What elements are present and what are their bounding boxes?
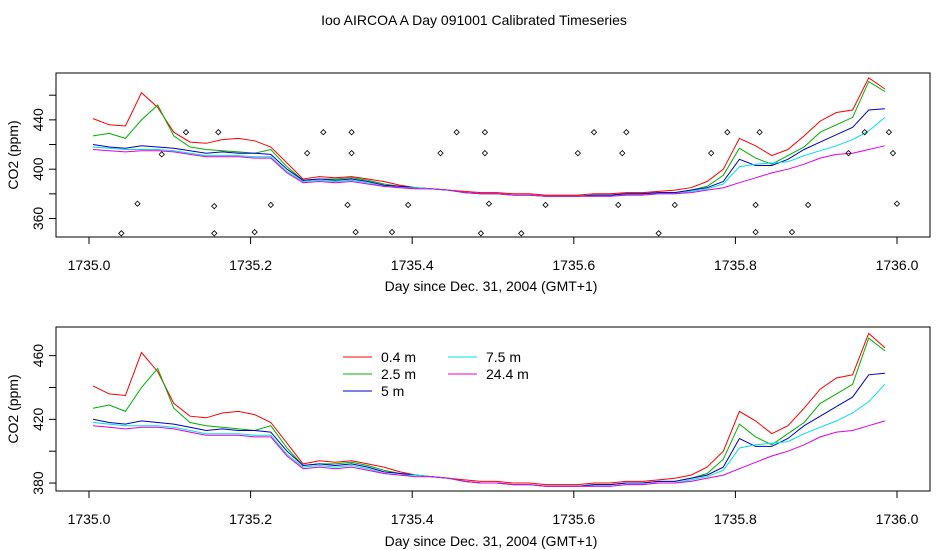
bottom-x-tick-label: 1735.4	[391, 511, 434, 527]
top-x-tick-label: 1735.8	[714, 257, 757, 273]
top-series-line-24-4-m	[92, 145, 886, 197]
legend-label: 5 m	[381, 383, 404, 399]
top-diamond-marker	[752, 201, 759, 209]
legend-label: 0.4 m	[381, 349, 416, 365]
top-diamond-marker	[477, 230, 485, 237]
top-series-line-2-5-m	[92, 80, 886, 197]
top-diamond-marker	[845, 149, 852, 157]
top-diamond-marker	[655, 230, 662, 237]
legend-label: 2.5 m	[381, 366, 416, 382]
top-diamond-marker	[788, 228, 796, 236]
bottom-y-tick-label: 460	[30, 344, 46, 368]
top-diamond-marker	[590, 129, 598, 136]
top-y-axis-label: CO2 (ppm)	[5, 120, 21, 189]
top-diamond-marker	[574, 149, 582, 157]
top-diamond-marker	[453, 129, 460, 136]
bottom-series-line-0-4-m	[92, 332, 886, 486]
top-diamond-marker	[481, 129, 489, 136]
bottom-y-axis-label: CO2 (ppm)	[5, 374, 21, 443]
bottom-y-tick-label: 420	[30, 407, 46, 431]
top-y-tick-label: 440	[30, 108, 46, 132]
top-x-tick-label: 1735.4	[391, 257, 434, 273]
top-diamond-marker	[211, 203, 218, 210]
bottom-x-tick-label: 1735.2	[229, 511, 272, 527]
top-axes: 1735.0 1735.2 1735.4 1735.6 1735.8 1736.0 360 4…	[30, 94, 919, 273]
bottom-data-marks	[92, 332, 886, 487]
bottom-axes: 1735.0 1735.2 1735.4 1735.6 1735.8 1736.0 380 4…	[30, 344, 919, 527]
legend-label: 24.4 m	[486, 366, 529, 382]
top-diamond-marker	[756, 129, 763, 136]
top-diamond-marker	[182, 129, 190, 136]
top-diamond-marker	[485, 200, 493, 207]
top-diamond-marker	[518, 230, 525, 237]
top-diamond-marker	[623, 129, 630, 136]
top-diamond-marker	[344, 201, 351, 209]
chart-title: Ioo AIRCOA A Day 091001 Calibrated Times…	[321, 12, 627, 28]
top-diamond-marker	[437, 149, 444, 157]
top-diamond-marker	[615, 201, 622, 209]
top-diamond-marker	[404, 201, 412, 209]
bottom-plot-frame	[55, 326, 931, 492]
top-diamond-marker	[724, 129, 731, 136]
top-diamond-marker	[861, 129, 868, 136]
top-x-tick-label: 1735.6	[552, 257, 595, 273]
top-diamond-marker	[134, 200, 141, 207]
top-x-tick-label: 1735.0	[68, 257, 111, 273]
top-diamond-marker	[889, 149, 897, 157]
top-diamond-marker	[752, 228, 759, 236]
top-diamond-marker	[542, 201, 549, 209]
top-diamond-marker	[707, 149, 715, 157]
top-diamond-marker	[481, 149, 489, 157]
top-diamond-marker	[215, 129, 222, 136]
top-plot-frame	[55, 72, 931, 238]
top-diamond-marker	[352, 228, 359, 236]
bottom-x-tick-label: 1735.0	[68, 511, 111, 527]
top-x-axis-label: Day since Dec. 31, 2004 (GMT+1)	[385, 278, 598, 294]
top-y-tick-label: 360	[30, 207, 46, 231]
bottom-x-axis-label: Day since Dec. 31, 2004 (GMT+1)	[385, 533, 598, 549]
top-diamond-marker	[303, 149, 311, 157]
bottom-series-line-24-4-m	[92, 420, 886, 487]
top-diamond-marker	[893, 200, 901, 207]
top-panel: 1735.0 1735.2 1735.4 1735.6 1735.8 1736.0 360 4…	[5, 72, 931, 294]
bottom-y-tick-label: 380	[30, 471, 46, 495]
top-diamond-marker	[251, 228, 258, 236]
bottom-x-tick-label: 1736.0	[876, 511, 919, 527]
top-diamond-marker	[158, 151, 165, 158]
top-x-tick-label: 1736.0	[876, 257, 919, 273]
bottom-x-tick-label: 1735.8	[714, 511, 757, 527]
top-diamond-marker	[348, 149, 355, 157]
bottom-x-tick-label: 1735.6	[552, 511, 595, 527]
top-diamond-marker	[267, 201, 274, 209]
top-diamond-marker	[388, 228, 396, 236]
top-x-tick-label: 1735.2	[229, 257, 272, 273]
top-data-marks	[92, 77, 901, 237]
top-diamond-marker	[804, 201, 812, 209]
bottom-panel: 1735.0 1735.2 1735.4 1735.6 1735.8 1736.0 380 4…	[5, 326, 931, 549]
top-diamond-marker	[118, 230, 125, 237]
top-diamond-marker	[320, 129, 327, 136]
top-diamond-marker	[348, 129, 355, 136]
top-diamond-marker	[671, 201, 678, 209]
top-series-line-0-4-m	[92, 77, 886, 196]
top-diamond-marker	[885, 129, 893, 136]
top-diamond-marker	[619, 149, 626, 157]
legend-label: 7.5 m	[486, 349, 521, 365]
top-y-tick-label: 400	[30, 157, 46, 181]
top-diamond-marker	[211, 230, 218, 237]
legend: 0.4 m2.5 m5 m 7.5 m24.4 m	[343, 349, 529, 399]
